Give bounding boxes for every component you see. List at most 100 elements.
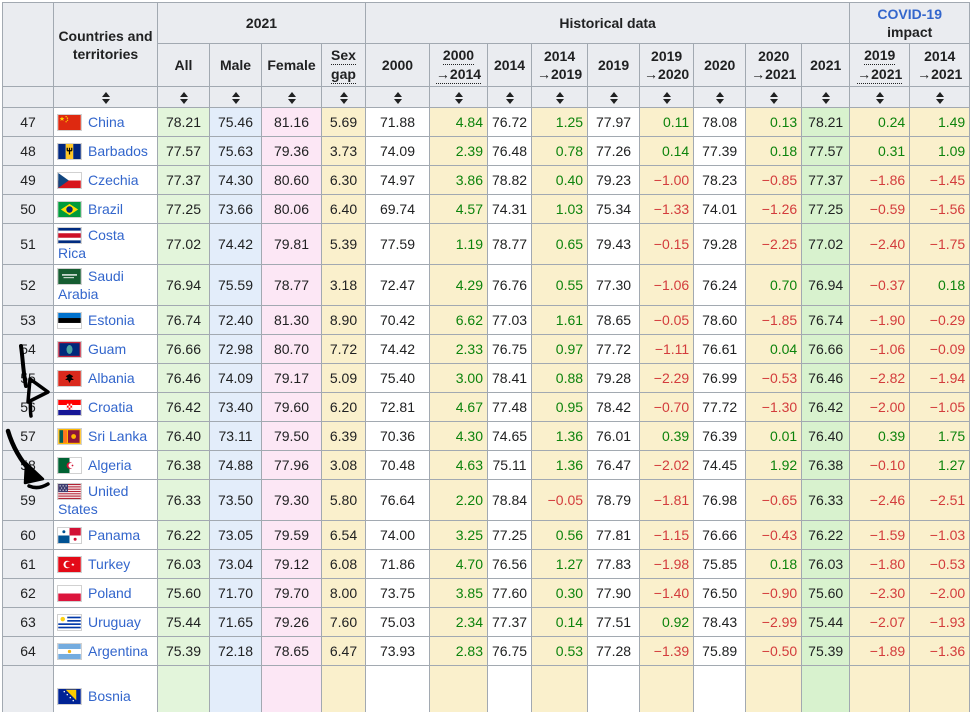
sort-cell[interactable] [261, 86, 322, 108]
value-cell: −1.80 [849, 549, 911, 579]
col-header-text: 2020 [758, 48, 790, 64]
country-link[interactable]: Czechia [88, 172, 139, 188]
value-cell: −0.10 [849, 450, 911, 480]
value-cell: −1.59 [849, 520, 911, 550]
col-header-2020[interactable]: 2020 [693, 43, 747, 87]
country-link[interactable]: Guam [88, 341, 127, 357]
value-cell: 72.98 [209, 334, 262, 364]
value-cell: 3.18 [321, 264, 366, 306]
value-cell: 79.23 [587, 165, 641, 195]
value-cell: 76.03 [157, 549, 210, 579]
sort-icon[interactable] [821, 92, 830, 105]
covid-19-link[interactable]: COVID-19 [877, 6, 942, 22]
country-link[interactable]: Uruguay [88, 614, 141, 630]
col-header-2021[interactable]: 2021 [801, 43, 851, 87]
sort-icon[interactable] [505, 92, 514, 105]
sort-cell[interactable] [849, 86, 911, 108]
rank-cell: 47 [2, 107, 54, 137]
col-header-Sexgap[interactable]: Sex gap [321, 43, 366, 87]
sort-cell[interactable] [531, 86, 589, 108]
sort-cell[interactable] [429, 86, 488, 108]
country-link[interactable]: Sri Lanka [88, 428, 148, 444]
country-link[interactable]: Panama [88, 527, 141, 543]
col-header-2014-2021[interactable]: 2014 →2021 [909, 43, 971, 87]
sort-cell[interactable] [745, 86, 803, 108]
col-header-2019-2020[interactable]: 2019 →2020 [639, 43, 695, 87]
col-header-2019-2021[interactable]: 2019 →2021 [849, 43, 911, 87]
value-cell: −1.30 [745, 392, 803, 422]
value-cell: 0.14 [639, 136, 695, 166]
col-header-2014-2019[interactable]: 2014 →2019 [531, 43, 589, 87]
col-header-2019[interactable]: 2019 [587, 43, 641, 87]
sort-icon[interactable] [393, 92, 402, 105]
table-row: 59 United States 76.33 73.50 79.30 5.80 76.64 2… [2, 479, 971, 521]
sort-cell[interactable] [639, 86, 695, 108]
sort-cell[interactable] [693, 86, 747, 108]
col-header-Female[interactable]: Female [261, 43, 322, 87]
sort-cell[interactable] [587, 86, 641, 108]
country-link[interactable]: Poland [88, 585, 132, 601]
col-header-Male[interactable]: Male [209, 43, 262, 87]
country-link[interactable]: Saudi Arabia [58, 268, 124, 302]
col-header-2000-2014[interactable]: 2000 →2014 [429, 43, 488, 87]
value-cell: −2.07 [849, 607, 911, 637]
value-cell: −2.40 [849, 223, 911, 265]
country-link[interactable]: China [88, 114, 125, 130]
country-link[interactable]: Albania [88, 370, 135, 386]
sort-icon[interactable] [769, 92, 778, 105]
sort-icon[interactable] [935, 92, 944, 105]
table-row: 61 Turkey 76.03 73.04 79.12 6.08 71.86 4.70 76.5… [2, 549, 971, 579]
country-link[interactable]: Brazil [88, 201, 124, 217]
value-cell: 78.79 [587, 479, 641, 521]
sort-icon[interactable] [875, 92, 884, 105]
country-cell: Algeria [53, 450, 158, 480]
country-link[interactable]: United States [58, 483, 129, 517]
sort-cell[interactable] [365, 86, 430, 108]
country-link[interactable]: Estonia [88, 312, 135, 328]
country-link[interactable]: Turkey [88, 556, 131, 572]
sort-cell[interactable] [486, 86, 533, 108]
sort-icon[interactable] [609, 92, 618, 105]
value-cell: 0.70 [745, 264, 803, 306]
country-link[interactable]: Barbados [88, 143, 148, 159]
sort-icon[interactable] [555, 92, 564, 105]
sort-cell[interactable] [209, 86, 262, 108]
sort-cell[interactable] [321, 86, 366, 108]
sort-cell[interactable] [53, 86, 158, 108]
sort-icon[interactable] [715, 92, 724, 105]
col-header-All[interactable]: All [157, 43, 210, 87]
sort-icon[interactable] [339, 92, 348, 105]
sort-icon[interactable] [231, 92, 240, 105]
country-link[interactable]: Argentina [88, 643, 148, 659]
country-link[interactable]: Algeria [88, 457, 132, 473]
value-cell: 76.72 [486, 107, 533, 137]
value-cell: 77.02 [801, 223, 851, 265]
value-cell: 76.46 [801, 363, 851, 393]
sort-icon[interactable] [287, 92, 296, 105]
col-header-text: All [174, 57, 193, 73]
country-link[interactable]: Bosnia [88, 687, 131, 704]
value-cell: 0.97 [531, 334, 589, 364]
countries-column-header[interactable]: Countries and territories [53, 2, 158, 87]
country-link[interactable]: Croatia [88, 399, 134, 415]
col-header-text: 2014 [924, 48, 956, 64]
country-cell: Bosnia [53, 665, 158, 712]
col-header-2014[interactable]: 2014 [486, 43, 533, 87]
sort-icon[interactable] [454, 92, 463, 105]
value-cell: −0.85 [745, 165, 803, 195]
sort-cell[interactable] [801, 86, 851, 108]
table-row: Bosnia [2, 665, 971, 712]
col-header-2000[interactable]: 2000 [365, 43, 430, 87]
col-header-text: →2021 [917, 66, 963, 82]
country-cell: Brazil [53, 194, 158, 224]
sort-icon[interactable] [179, 92, 188, 105]
sort-cell[interactable] [909, 86, 971, 108]
value-cell: 79.17 [261, 363, 322, 393]
col-header-2020-2021[interactable]: 2020 →2021 [745, 43, 803, 87]
sort-cell[interactable] [157, 86, 210, 108]
country-cell: Barbados [53, 136, 158, 166]
sort-icon[interactable] [101, 92, 110, 105]
country-link[interactable]: Costa Rica [58, 227, 125, 261]
value-cell: −1.39 [639, 636, 695, 666]
sort-icon[interactable] [662, 92, 671, 105]
